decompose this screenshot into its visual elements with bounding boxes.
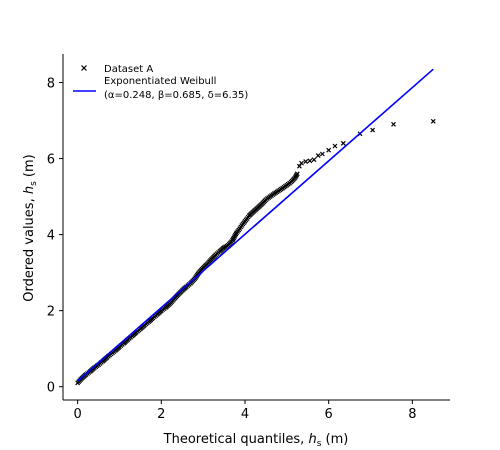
x-tick-label: 8: [408, 407, 416, 422]
x-tick-label: 6: [325, 407, 333, 422]
data-point: [332, 143, 338, 149]
y-tick-label: 6: [47, 153, 55, 168]
legend-label-dataset: Dataset A: [104, 64, 153, 75]
x-axis-label: Theoretical quantiles, hs (m): [163, 432, 349, 449]
data-point: [370, 127, 376, 133]
legend-label-fit-line2: (α=0.248, β=0.685, δ=6.35): [104, 90, 248, 101]
y-tick-label: 4: [47, 229, 55, 244]
x-ticks: 0 2 4 6 8: [74, 400, 416, 422]
y-ticks: 0 2 4 6 8: [47, 77, 63, 396]
x-tick-label: 2: [157, 407, 165, 422]
plot-marks: [75, 68, 436, 386]
x-tick-label: 4: [241, 407, 249, 422]
y-axis-label: Ordered values, hs (m): [22, 154, 39, 302]
data-point: [340, 140, 346, 146]
fit-line: [77, 68, 434, 382]
legend-label-fit-line1: Exponentiated Weibull: [104, 76, 216, 87]
data-point: [303, 159, 309, 165]
data-point: [326, 147, 332, 153]
data-point: [315, 153, 321, 158]
data-point: [294, 171, 300, 177]
y-tick-label: 0: [47, 381, 55, 396]
data-point: [299, 160, 304, 166]
data-point: [319, 151, 325, 157]
data-point: [430, 118, 436, 124]
y-tick-label: 8: [47, 77, 55, 92]
legend-scatter-marker: [81, 65, 87, 71]
legend: Dataset A Exponentiated Weibull (α=0.248…: [73, 64, 248, 101]
y-tick-label: 2: [47, 305, 55, 320]
x-tick-label: 0: [74, 407, 82, 422]
data-point: [296, 163, 302, 169]
data-point: [307, 158, 313, 164]
data-point: [311, 157, 317, 163]
data-point: [391, 121, 396, 127]
